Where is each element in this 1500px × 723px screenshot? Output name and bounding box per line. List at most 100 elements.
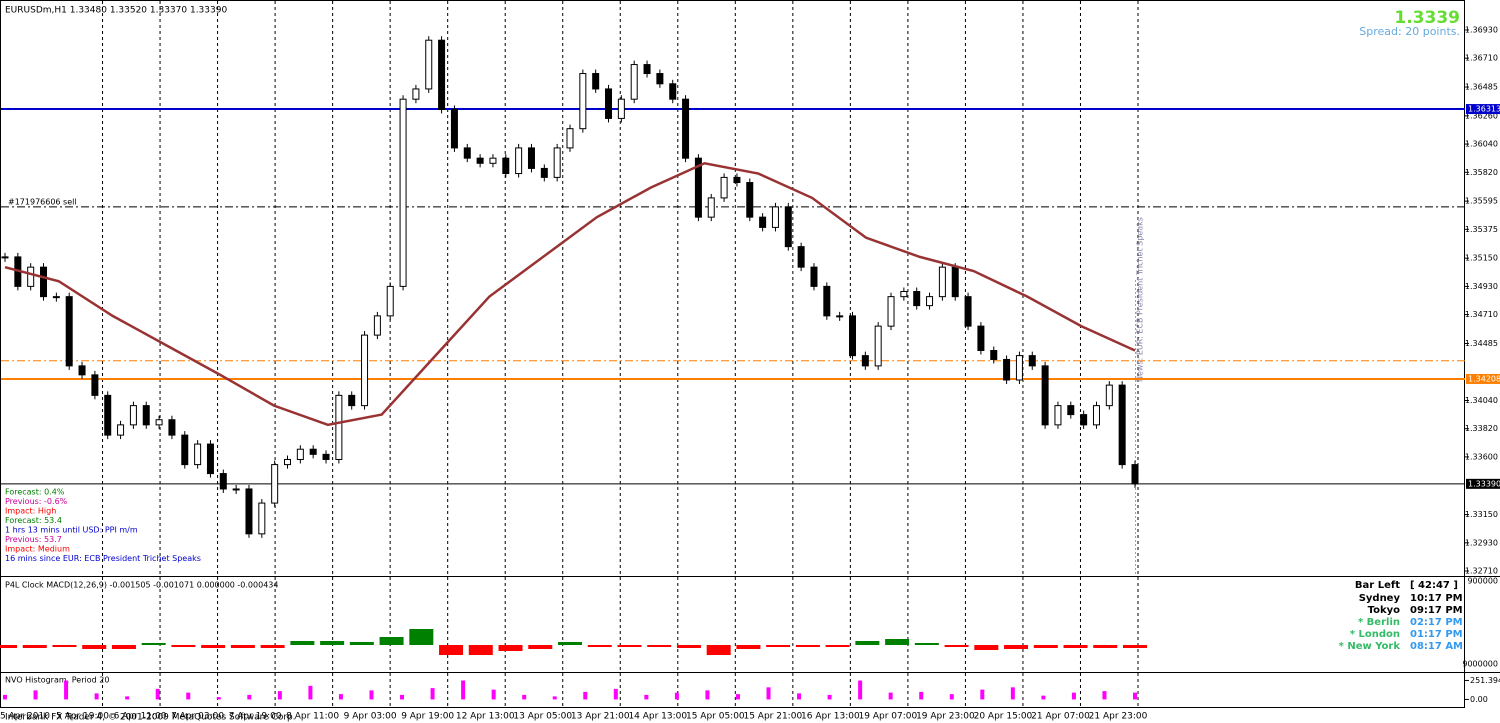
price-tick-label: 1.36260 <box>1465 111 1498 120</box>
news-vertical-label: News: EUR: ECB President Trichet Speaks <box>1136 217 1145 382</box>
candle <box>284 458 291 466</box>
plot-frame <box>0 0 1465 708</box>
price-tick-label: 1.36710 <box>1465 54 1498 63</box>
price-tick-label: 1.35150 <box>1465 254 1498 263</box>
candle <box>887 296 895 327</box>
candle <box>361 334 369 407</box>
nvo-bar <box>1041 695 1046 700</box>
news-line: 16 mins since EUR: ECB President Trichet… <box>5 554 201 563</box>
nvo-bar <box>277 691 282 700</box>
nvo-tick-label: 0.00 <box>1470 695 1488 704</box>
candle <box>849 315 856 357</box>
macd-bar <box>409 629 434 645</box>
candle <box>951 266 959 298</box>
nvo-bar <box>369 690 374 700</box>
nvo-bar <box>64 680 69 700</box>
macd-bar <box>230 645 255 648</box>
price-tick-label: 1.35595 <box>1465 197 1498 206</box>
macd-bar <box>290 641 315 645</box>
macd-bar <box>1004 645 1029 649</box>
candle <box>206 443 214 475</box>
nvo-bar <box>3 694 7 700</box>
candle <box>117 424 125 436</box>
time-label: 5 Apr 2010 <box>0 712 50 722</box>
nvo-bar <box>522 694 527 700</box>
price-tick-label: 1.33600 <box>1465 452 1498 461</box>
macd-bar <box>260 645 285 648</box>
candle <box>1092 405 1100 426</box>
nvo-bar <box>644 694 649 700</box>
level-tag <box>1466 104 1500 115</box>
candle <box>309 448 317 455</box>
time-label: 20 Apr 15:00 <box>974 712 1033 722</box>
clock-city: Tokyo <box>1368 605 1401 616</box>
clock-city: Sydney <box>1359 593 1401 604</box>
nvo-bar <box>674 692 679 700</box>
clock-city: * New York <box>1339 641 1401 652</box>
candle <box>720 176 728 199</box>
macd-bar <box>617 645 642 647</box>
macd-bar <box>676 645 701 648</box>
copyright: Interbank FX Trader 4, © 2001-2009 MetaQ… <box>5 713 296 723</box>
macd-bar <box>1123 645 1147 648</box>
macd-bar <box>914 643 939 645</box>
macd-bar <box>885 639 910 645</box>
candle <box>900 291 908 298</box>
candle <box>181 434 189 466</box>
nvo-tick-label: 251.394 <box>1470 676 1500 685</box>
nvo-bar <box>858 680 863 700</box>
candle <box>771 206 779 228</box>
clock-city: * London <box>1350 629 1400 640</box>
candle <box>91 374 99 396</box>
candle <box>836 315 844 318</box>
nvo-bar <box>125 696 130 700</box>
candle <box>168 419 176 436</box>
macd-bar <box>1063 645 1088 648</box>
candle <box>592 73 600 90</box>
macd-bar <box>0 645 17 648</box>
nvo-bar <box>583 691 588 700</box>
clock-city: * Berlin <box>1358 617 1400 628</box>
candle <box>669 83 677 100</box>
nvo-bar <box>797 693 802 700</box>
candle <box>40 266 48 298</box>
price-tick-label: 1.34485 <box>1465 339 1498 348</box>
time-label: 21 Apr 23:00 <box>1089 712 1148 722</box>
time-label: 5 Apr 19:00 <box>56 712 109 722</box>
candle <box>861 355 869 367</box>
macd-bar <box>825 645 850 647</box>
candle <box>450 108 458 149</box>
candle <box>271 464 279 504</box>
candle <box>245 488 253 535</box>
bar-left-label: Bar Left <box>1355 580 1400 591</box>
candle <box>425 39 433 90</box>
candle <box>1067 405 1075 416</box>
nvo-bar <box>827 694 832 700</box>
nvo-bar <box>400 694 405 700</box>
macd-bar <box>82 645 107 649</box>
candle <box>605 88 613 119</box>
nvo-bar <box>1071 692 1076 700</box>
bar-left-value: [ 42:47 ] <box>1410 580 1458 591</box>
nvo-bar <box>186 692 191 700</box>
candle <box>784 206 792 248</box>
macd-bar <box>974 645 999 650</box>
nvo-bar <box>247 694 252 700</box>
time-label: 7 Apr 03:00 <box>171 712 224 722</box>
news-line: Impact: Medium <box>5 545 70 554</box>
macd-bar <box>22 645 47 648</box>
time-label: 13 Apr 21:00 <box>571 712 630 722</box>
candle <box>412 88 420 100</box>
panel-title: P4L Clock MACD(12,26,9) -0.001505 -0.001… <box>5 581 278 590</box>
candle <box>1 256 9 259</box>
candle <box>322 453 330 460</box>
candle <box>527 147 535 169</box>
macd-bar <box>320 641 345 645</box>
candle <box>1118 384 1126 466</box>
clock-time: 10:17 PM <box>1410 593 1463 604</box>
nvo-bar <box>766 687 771 700</box>
candle <box>1105 384 1113 407</box>
moving-average <box>4 161 1136 427</box>
candle <box>502 157 510 175</box>
nvo-bar <box>338 694 343 700</box>
